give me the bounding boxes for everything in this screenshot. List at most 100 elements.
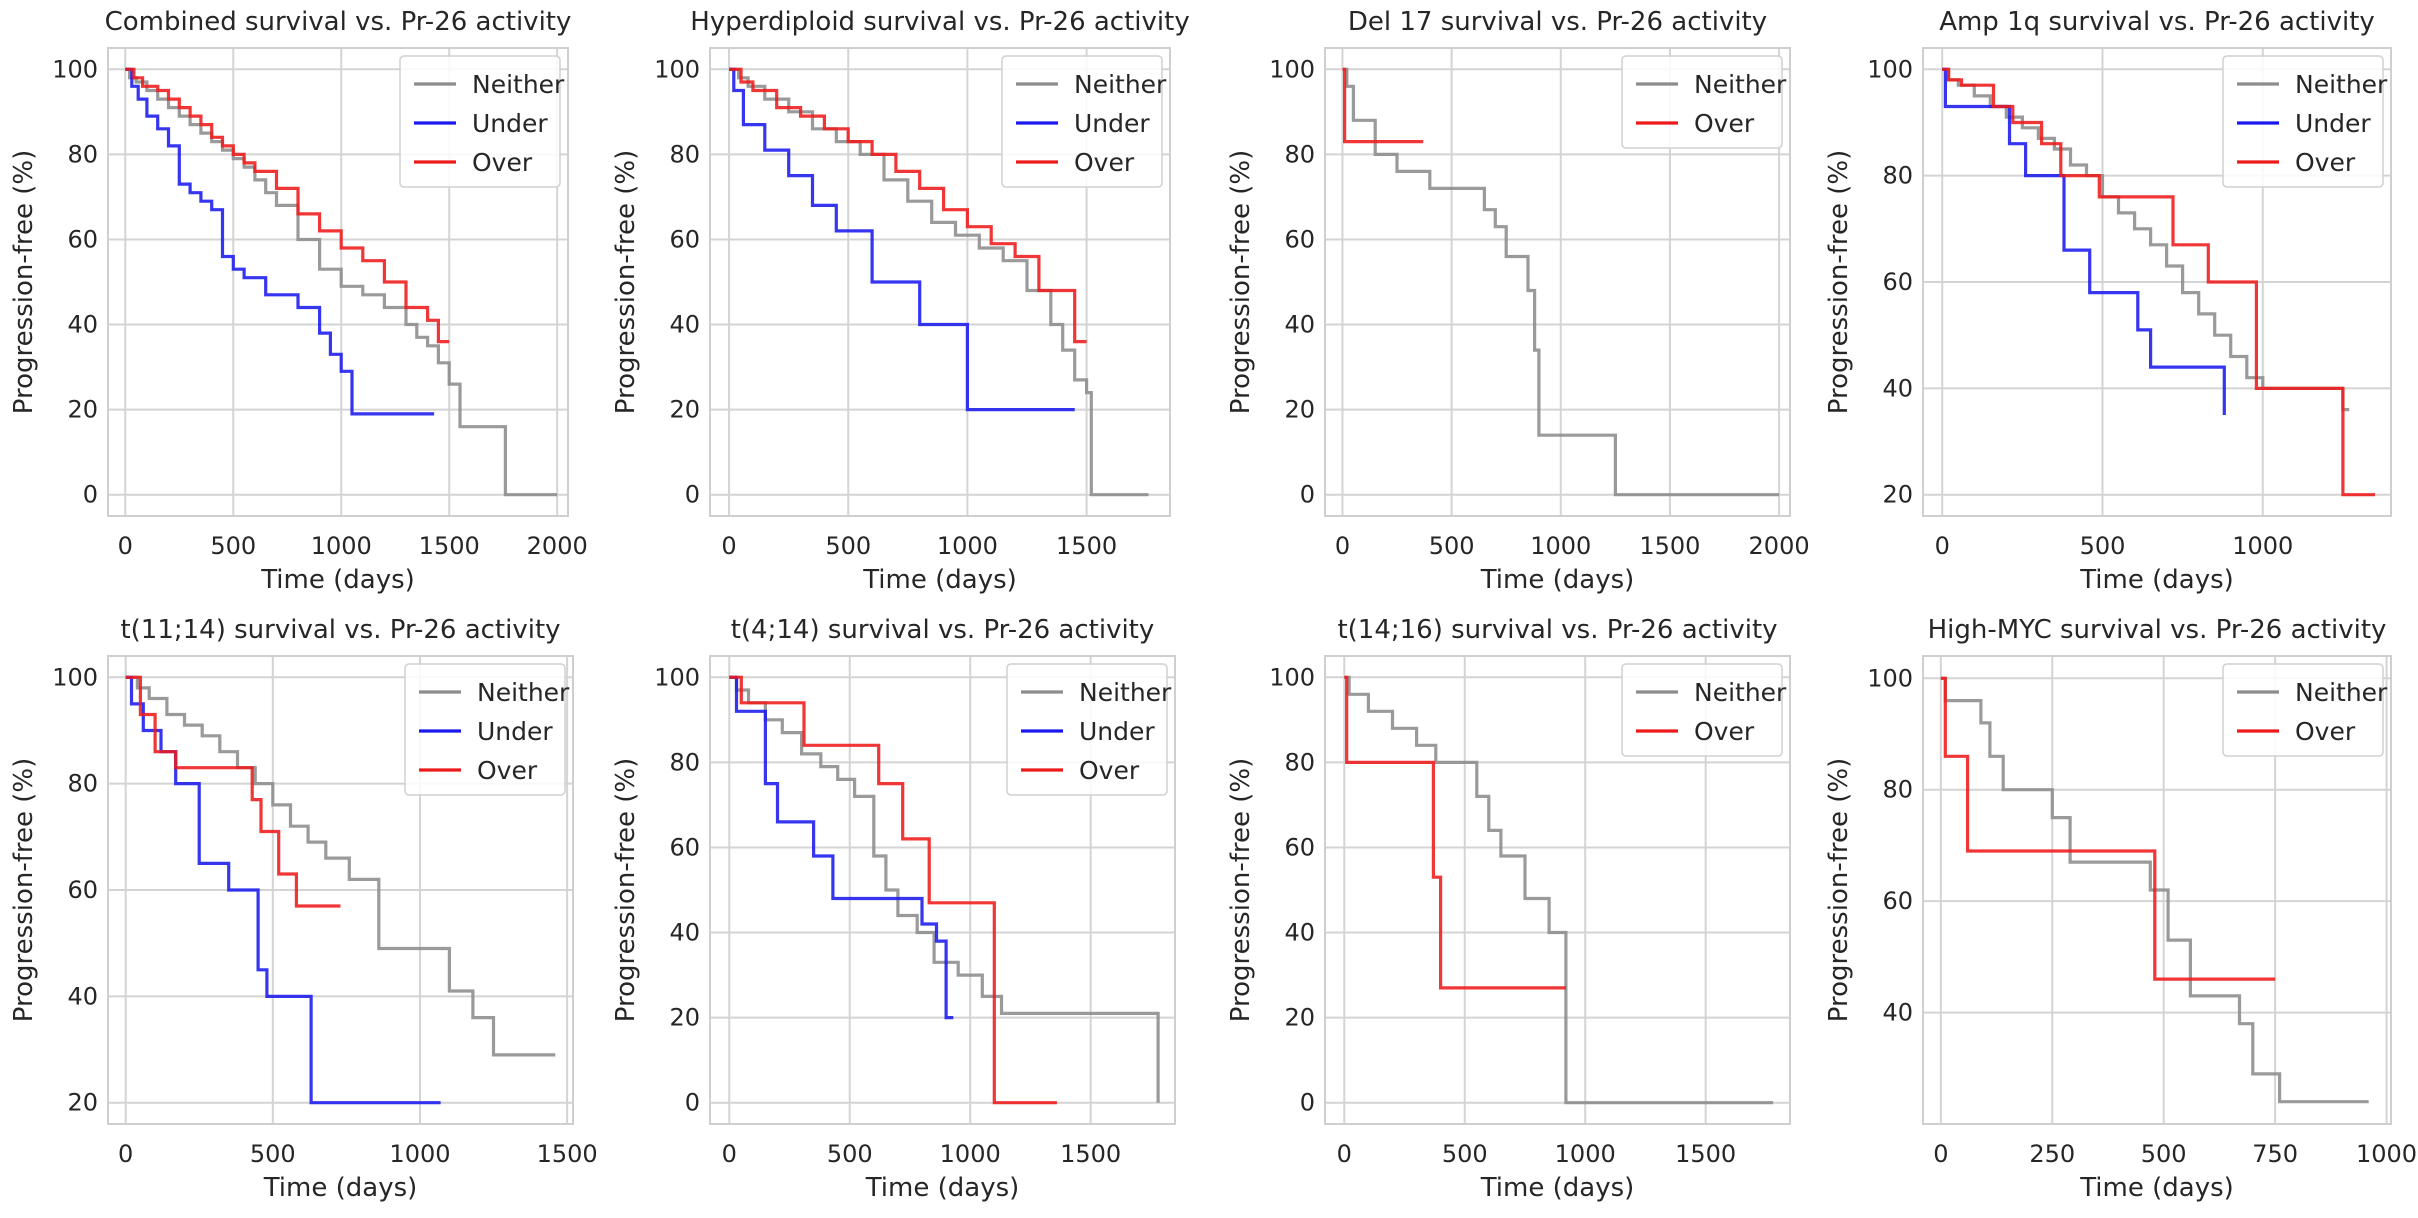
legend: Neither Under Over [1006, 663, 1172, 796]
series-line-under [729, 67, 1075, 412]
x-tick-label: 1500 [1639, 532, 1700, 560]
chart-title: t(11;14) survival vs. Pr-26 activity [120, 615, 560, 645]
legend-label: Neither [2295, 70, 2388, 99]
x-tick-label: 0 [722, 1140, 737, 1168]
y-tick-label: 0 [1300, 481, 1315, 509]
y-tick-label: 0 [83, 481, 98, 509]
y-tick-label: 60 [67, 225, 98, 253]
y-tick-label: 20 [669, 396, 700, 424]
chart-panel-3: 0 500 1000 1500 2000 0 20 40 60 80 100 Del 17 survi… [1226, 7, 1810, 595]
y-tick-label: 100 [1867, 55, 1913, 83]
legend-label: Over [472, 148, 533, 177]
y-axis-label: Progression-free (%) [611, 150, 641, 414]
x-tick-label: 0 [721, 532, 736, 560]
plot-frame [107, 47, 569, 517]
x-tick-label: 0 [1337, 1140, 1352, 1168]
y-tick-label: 100 [1269, 55, 1315, 83]
y-tick-label: 0 [1300, 1089, 1315, 1117]
x-axis-label: Time (days) [1480, 565, 1635, 595]
series-line-over [1942, 67, 2375, 497]
chart-panel-8: 0 250 500 750 1000 40 60 80 100 High-MYC survival… [1824, 615, 2417, 1203]
y-tick-label: 40 [67, 311, 98, 339]
y-tick-label: 40 [1882, 999, 1913, 1027]
x-axis-label: Time (days) [2079, 565, 2234, 595]
y-axis-label: Progression-free (%) [1226, 758, 1256, 1022]
y-tick-label: 40 [669, 919, 700, 947]
chart-panel-4: 0 500 1000 20 40 60 80 100 Amp 1q survival vs. P… [1824, 7, 2392, 595]
series-line-over [729, 67, 1087, 344]
legend-label: Neither [472, 70, 565, 99]
y-tick-label: 0 [685, 481, 700, 509]
y-tick-label: 80 [1284, 748, 1315, 776]
chart-title: Combined survival vs. Pr-26 activity [105, 7, 572, 37]
x-tick-label: 1000 [1555, 1140, 1616, 1168]
y-tick-label: 40 [67, 982, 98, 1010]
y-tick-label: 80 [1882, 162, 1913, 190]
legend: Neither Over [1621, 55, 1787, 149]
legend-box [2222, 55, 2384, 188]
x-tick-label: 500 [827, 1140, 873, 1168]
y-tick-label: 40 [1284, 311, 1315, 339]
legend: Neither Under Over [404, 663, 570, 796]
y-axis-label: Progression-free (%) [1824, 150, 1854, 414]
legend-label: Over [477, 756, 538, 785]
y-tick-label: 80 [67, 140, 98, 168]
x-tick-label: 1500 [419, 532, 480, 560]
legend-box [1001, 55, 1163, 188]
x-axis-label: Time (days) [865, 1173, 1020, 1203]
legend-box [1006, 663, 1168, 796]
series-line-neither [125, 675, 556, 1057]
y-tick-label: 20 [669, 1004, 700, 1032]
series-line-over [1344, 675, 1566, 990]
y-axis-label: Progression-free (%) [9, 150, 39, 414]
y-tick-label: 40 [669, 311, 700, 339]
legend-label: Neither [477, 678, 570, 707]
legend: Neither Under Over [399, 55, 565, 188]
x-tick-label: 1000 [389, 1140, 450, 1168]
series-line-over [125, 67, 450, 344]
chart-title: High-MYC survival vs. Pr-26 activity [1928, 615, 2387, 645]
chart-panel-2: 0 500 1000 1500 0 20 40 60 80 100 Hyperdiploid sur… [611, 7, 1190, 595]
y-tick-label: 0 [685, 1089, 700, 1117]
legend-label: Neither [1694, 70, 1787, 99]
y-tick-label: 80 [669, 140, 700, 168]
chart-title: Del 17 survival vs. Pr-26 activity [1348, 7, 1767, 37]
chart-title: t(14;16) survival vs. Pr-26 activity [1337, 615, 1777, 645]
y-tick-label: 20 [67, 1089, 98, 1117]
legend: Neither Over [2222, 663, 2388, 757]
series-line-neither [1344, 675, 1774, 1105]
x-tick-label: 500 [250, 1140, 296, 1168]
plot-frame [1922, 655, 2392, 1125]
y-tick-label: 100 [1269, 663, 1315, 691]
legend-label: Over [1079, 756, 1140, 785]
legend-label: Neither [1079, 678, 1172, 707]
y-tick-label: 20 [1284, 396, 1315, 424]
legend-label: Over [1694, 717, 1755, 746]
x-tick-label: 500 [1429, 532, 1475, 560]
series-line-over [125, 675, 341, 908]
series-line-over [1940, 676, 2276, 981]
x-tick-label: 0 [1335, 532, 1350, 560]
y-tick-label: 100 [654, 663, 700, 691]
x-axis-label: Time (days) [2079, 1173, 2234, 1203]
x-tick-label: 1000 [1530, 532, 1591, 560]
series-line-over [729, 675, 1057, 1105]
y-tick-label: 80 [67, 770, 98, 798]
legend: Neither Over [1621, 663, 1787, 757]
y-tick-label: 60 [1882, 268, 1913, 296]
x-tick-label: 0 [1935, 532, 1950, 560]
chart-title: t(4;14) survival vs. Pr-26 activity [731, 615, 1155, 645]
x-tick-label: 0 [1933, 1140, 1948, 1168]
x-tick-label: 1000 [937, 532, 998, 560]
y-axis-label: Progression-free (%) [1824, 758, 1854, 1022]
x-tick-label: 500 [2080, 532, 2126, 560]
y-tick-label: 100 [52, 55, 98, 83]
x-tick-label: 500 [1442, 1140, 1488, 1168]
x-tick-label: 2000 [1749, 532, 1810, 560]
y-tick-label: 100 [654, 55, 700, 83]
y-tick-label: 100 [52, 663, 98, 691]
series-line-under [125, 675, 441, 1105]
y-tick-label: 60 [67, 876, 98, 904]
legend-box [399, 55, 561, 188]
